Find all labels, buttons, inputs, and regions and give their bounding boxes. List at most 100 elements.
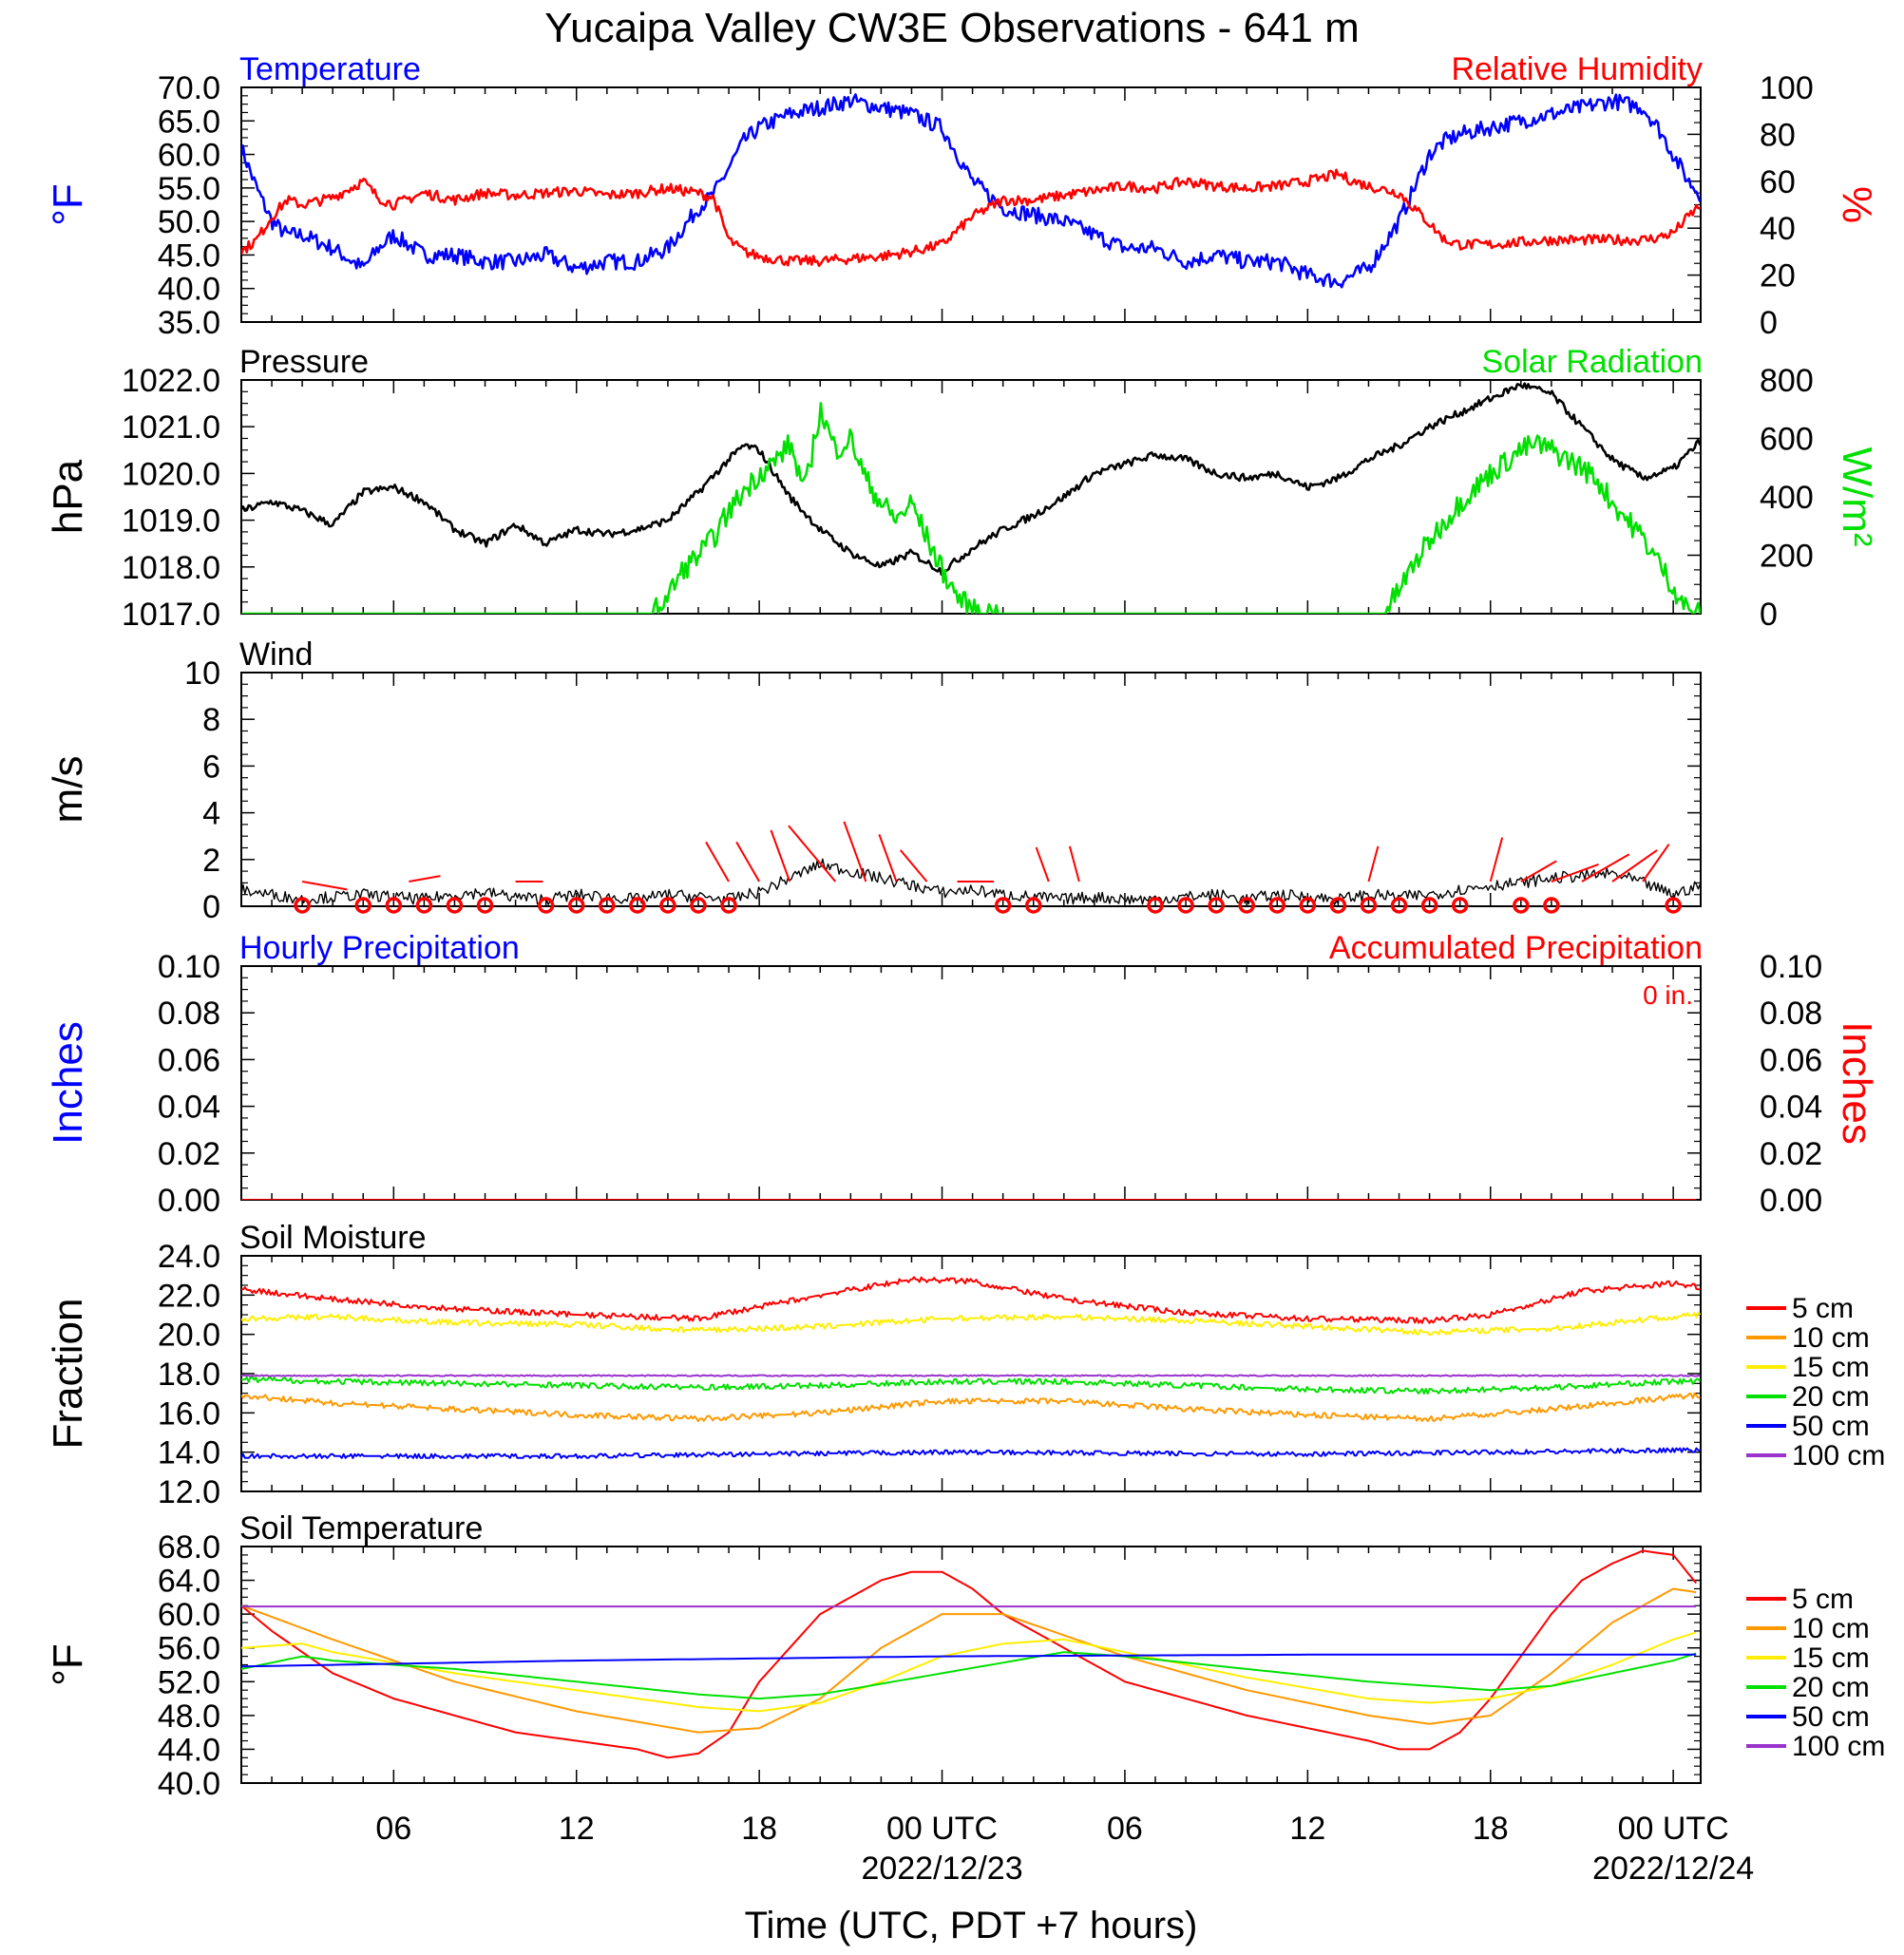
y-tick-label-left: 50.0: [158, 204, 220, 240]
panel-temp_rh: 35.040.045.050.055.060.065.070.0 0 20 40 60 8…: [45, 51, 1880, 341]
legend-label: 5 cm: [1792, 1293, 1854, 1324]
y-tick-label-left: 48.0: [158, 1699, 220, 1735]
wind-barbs: [294, 821, 1682, 914]
calm-wind-marker: [446, 897, 464, 914]
series-line-10-cm: [241, 1587, 1697, 1734]
y-tick-label-left: 52.0: [158, 1664, 220, 1700]
legend-label: 50 cm: [1792, 1701, 1870, 1733]
calm-wind-marker: [1451, 897, 1469, 914]
y-tick-label-right: 0.08: [1760, 996, 1822, 1032]
x-axis-title: Time (UTC, PDT +7 hours): [745, 1905, 1198, 1946]
y-axis-title-left: °F: [45, 183, 91, 225]
y-tick-label-left: 1020.0: [122, 456, 220, 492]
wind-barb: [1367, 845, 1380, 883]
y-tick-label-left: 8: [202, 702, 220, 738]
panel-title-left: Soil Temperature: [239, 1510, 483, 1547]
calm-wind-marker: [294, 897, 311, 914]
x-tick-label: 06: [1107, 1811, 1143, 1847]
y-axis-title-left: Inches: [45, 1021, 91, 1145]
y-tick-label-left: 1021.0: [122, 409, 220, 446]
x-tick-label: 18: [741, 1811, 777, 1847]
wind-barb: [1489, 837, 1504, 883]
legend-label: 10 cm: [1792, 1322, 1870, 1354]
calm-wind-marker: [1665, 897, 1682, 914]
series-line-50-cm: [241, 1653, 1697, 1668]
legend-label: 20 cm: [1792, 1672, 1870, 1703]
calm-wind-marker: [1208, 897, 1225, 914]
x-tick-label: 00 UTC: [886, 1811, 998, 1847]
legend-label: 15 cm: [1792, 1352, 1870, 1383]
y-axis-title-right: %: [1834, 186, 1880, 223]
wind-barb: [1581, 853, 1630, 883]
series-line-15-cm: [241, 1631, 1697, 1713]
y-tick-label-left: 45.0: [158, 237, 220, 274]
series-line-5-cm: [241, 1549, 1697, 1759]
y-tick-label-left: 20.0: [158, 1318, 220, 1354]
series-group: [241, 858, 1701, 905]
y-tick-label-right: 40: [1760, 211, 1796, 247]
y-tick-label-left: 10: [184, 655, 220, 692]
y-tick-label-left: 2: [202, 843, 220, 879]
wind-barb: [878, 834, 898, 883]
y-tick-label-left: 65.0: [158, 104, 220, 140]
y-tick-label-right: 0.10: [1760, 949, 1822, 985]
wind-barb: [788, 825, 837, 883]
y-tick-label-right: 0.02: [1760, 1136, 1822, 1172]
wind-barb: [705, 841, 730, 883]
y-tick-label-left: 60.0: [158, 138, 220, 174]
x-date-label: 2022/12/23: [861, 1851, 1022, 1887]
panel-precip: 0.00 0.02 0.04 0.06 0.08 0.10 0.00 0.02 0.04 0.06…: [45, 930, 1880, 1219]
y-tick-label-right: 400: [1760, 480, 1814, 516]
y-tick-label-left: 22.0: [158, 1278, 220, 1314]
panel-title-left: Wind: [239, 636, 313, 673]
legend-label: 100 cm: [1792, 1440, 1885, 1471]
y-tick-label-left: 1018.0: [122, 550, 220, 586]
y-tick-label-left: 12.0: [158, 1474, 220, 1510]
series-line-wind: [241, 858, 1701, 905]
panel-soil_temp: 40.044.048.052.056.060.064.068.0 Soil Tem…: [45, 1510, 1885, 1802]
y-tick-label-left: 35.0: [158, 305, 220, 341]
series-line-solar-radiation: [241, 402, 1701, 614]
y-tick-label-right: 100: [1760, 70, 1814, 106]
calm-wind-marker: [1543, 897, 1560, 914]
y-axis-title-left: °F: [45, 1643, 91, 1685]
y-tick-label-left: 0.06: [158, 1042, 220, 1078]
y-axis-title-left: hPa: [45, 459, 91, 534]
y-tick-label-left: 24.0: [158, 1239, 220, 1275]
y-tick-label-right: 0.04: [1760, 1090, 1822, 1126]
legend-label: 5 cm: [1792, 1584, 1854, 1615]
wind-barb: [301, 881, 348, 891]
series-line-20-cm: [241, 1651, 1697, 1700]
y-tick-label-left: 4: [202, 796, 220, 832]
legend-label: 15 cm: [1792, 1642, 1870, 1674]
calm-wind-marker: [415, 897, 433, 914]
x-tick-label: 00 UTC: [1618, 1811, 1729, 1847]
panel-frame: [240, 965, 1702, 1201]
calm-wind-marker: [476, 897, 494, 914]
y-tick-label-right: 200: [1760, 539, 1814, 575]
accumulated-total: 0 in.: [1643, 980, 1693, 1010]
calm-wind-marker: [599, 897, 616, 914]
calm-wind-marker: [1177, 897, 1194, 914]
series-line-5-cm: [241, 1276, 1701, 1324]
y-tick-label-right: 0: [1760, 305, 1778, 341]
calm-wind-marker: [1238, 897, 1255, 914]
y-tick-label-left: 0.04: [158, 1090, 220, 1126]
calm-wind-marker: [1360, 897, 1378, 914]
panels: 35.040.045.050.055.060.065.070.002040608…: [45, 51, 1885, 1802]
calm-wind-marker: [354, 897, 372, 914]
calm-wind-marker: [1329, 897, 1347, 914]
legend-label: 100 cm: [1792, 1731, 1885, 1762]
y-tick-label-left: 60.0: [158, 1597, 220, 1633]
panel-frame: [240, 1546, 1702, 1784]
y-tick-label-right: 0.00: [1760, 1183, 1822, 1219]
wind-barb: [1551, 864, 1599, 883]
x-tick-label: 06: [375, 1811, 411, 1847]
panel-wind: 0 2 4 6 8 10 Wind m/s: [45, 636, 1702, 925]
wind-barb: [1068, 845, 1080, 883]
wind-barb: [1035, 846, 1050, 883]
series-group: [241, 93, 1701, 289]
